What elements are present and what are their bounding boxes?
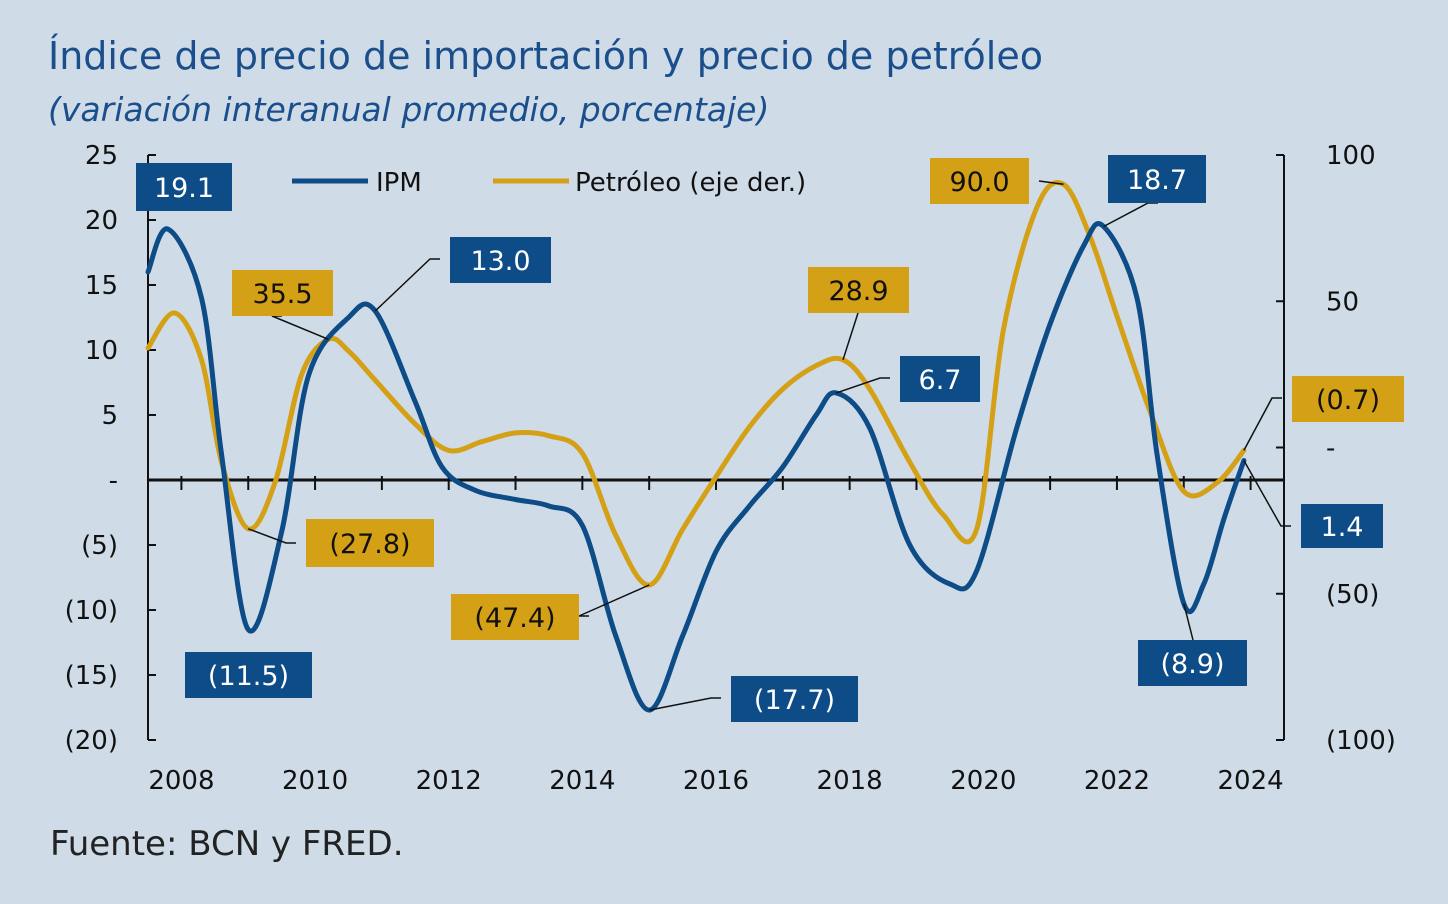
annotation-leader-line <box>1183 603 1194 641</box>
y-left-tick-label: (15) <box>65 661 118 691</box>
y-right-tick-label: - <box>1326 434 1335 464</box>
x-tick-label: 2022 <box>1084 766 1150 796</box>
annotation-leader-line <box>842 312 859 361</box>
annotation-leader-line <box>247 528 296 544</box>
x-tick-label: 2020 <box>950 766 1016 796</box>
annotation-label: (17.7) <box>754 685 835 716</box>
annotation-box <box>900 356 980 402</box>
annotation-leader-line <box>578 584 650 617</box>
annotation-box <box>930 158 1029 204</box>
ipm-series-line <box>145 221 1247 713</box>
annotation-label: (47.4) <box>474 603 555 634</box>
x-tick-label: 2010 <box>282 766 348 796</box>
annotation-box <box>450 237 551 283</box>
y-left-tick-label: (5) <box>81 531 118 561</box>
annotation-label: 35.5 <box>252 279 312 310</box>
y-right-tick-label: 100 <box>1326 141 1376 171</box>
x-tick-label: 2014 <box>549 766 615 796</box>
annotation-label: 13.0 <box>470 246 530 277</box>
y-left-tick-label: 25 <box>85 141 118 171</box>
annotation-box <box>185 652 312 698</box>
legend-oil-label: Petróleo (eje der.) <box>575 168 806 198</box>
annotation-leader-line <box>374 258 440 312</box>
chart-subtitle: (variación interanual promedio, porcenta… <box>48 90 770 129</box>
source-note: Fuente: BCN y FRED. <box>50 824 404 864</box>
oil-series-line <box>145 179 1247 588</box>
annotation-label: 28.9 <box>828 276 888 307</box>
annotation-box <box>808 267 909 313</box>
annotation-label: 18.7 <box>1127 165 1187 196</box>
annotation-leader-line <box>1243 397 1282 451</box>
y-left-tick-label: 10 <box>85 336 118 366</box>
y-right-tick-label: 50 <box>1326 287 1359 317</box>
annotation-label: (11.5) <box>208 661 289 692</box>
annotation-box <box>731 676 858 722</box>
x-tick-label: 2008 <box>148 766 214 796</box>
chart-title: Índice de precio de importación y precio… <box>48 34 1043 78</box>
y-left-tick-label: 20 <box>85 206 118 236</box>
annotation-label: 19.1 <box>154 173 214 204</box>
legend-ipm-label: IPM <box>376 168 422 198</box>
annotation-label: (27.8) <box>329 529 410 560</box>
y-left-tick-label: - <box>109 466 118 496</box>
annotation-box <box>1301 504 1383 548</box>
y-right-tick-label: (50) <box>1326 580 1379 610</box>
annotation-box <box>1108 155 1206 203</box>
x-tick-label: 2016 <box>683 766 749 796</box>
annotation-label: 1.4 <box>1321 512 1364 543</box>
annotation-box <box>306 519 434 567</box>
annotation-leader-line <box>649 697 721 711</box>
annotation-box <box>451 594 579 640</box>
annotation-leader-line <box>1243 460 1291 527</box>
annotation-box <box>1292 376 1404 422</box>
annotation-leader-line <box>271 315 329 340</box>
x-tick-label: 2012 <box>416 766 482 796</box>
y-left-tick-label: 15 <box>85 271 118 301</box>
x-tick-label: 2018 <box>817 766 883 796</box>
annotation-leader-line <box>1038 180 1064 186</box>
annotation-box <box>232 270 333 316</box>
annotation-box <box>1138 640 1247 686</box>
annotation-label: (0.7) <box>1316 385 1380 416</box>
annotation-label: 6.7 <box>919 365 962 396</box>
annotation-leader-line <box>836 377 890 394</box>
annotation-label: 90.0 <box>949 167 1009 198</box>
annotation-label: (8.9) <box>1160 649 1224 680</box>
annotation-leader-line <box>1103 202 1158 228</box>
annotation-box <box>136 163 232 211</box>
y-right-tick-label: (100) <box>1326 726 1396 756</box>
x-tick-label: 2024 <box>1218 766 1284 796</box>
y-left-tick-label: 5 <box>101 401 118 431</box>
y-left-tick-label: (20) <box>65 726 118 756</box>
y-left-tick-label: (10) <box>65 596 118 626</box>
